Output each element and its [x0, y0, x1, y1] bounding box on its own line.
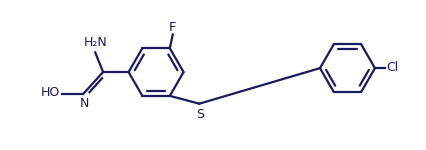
- Text: F: F: [169, 21, 176, 34]
- Text: S: S: [196, 108, 204, 121]
- Text: HO: HO: [40, 86, 60, 99]
- Text: N: N: [80, 97, 89, 110]
- Text: H₂N: H₂N: [83, 36, 107, 50]
- Text: Cl: Cl: [386, 61, 398, 74]
